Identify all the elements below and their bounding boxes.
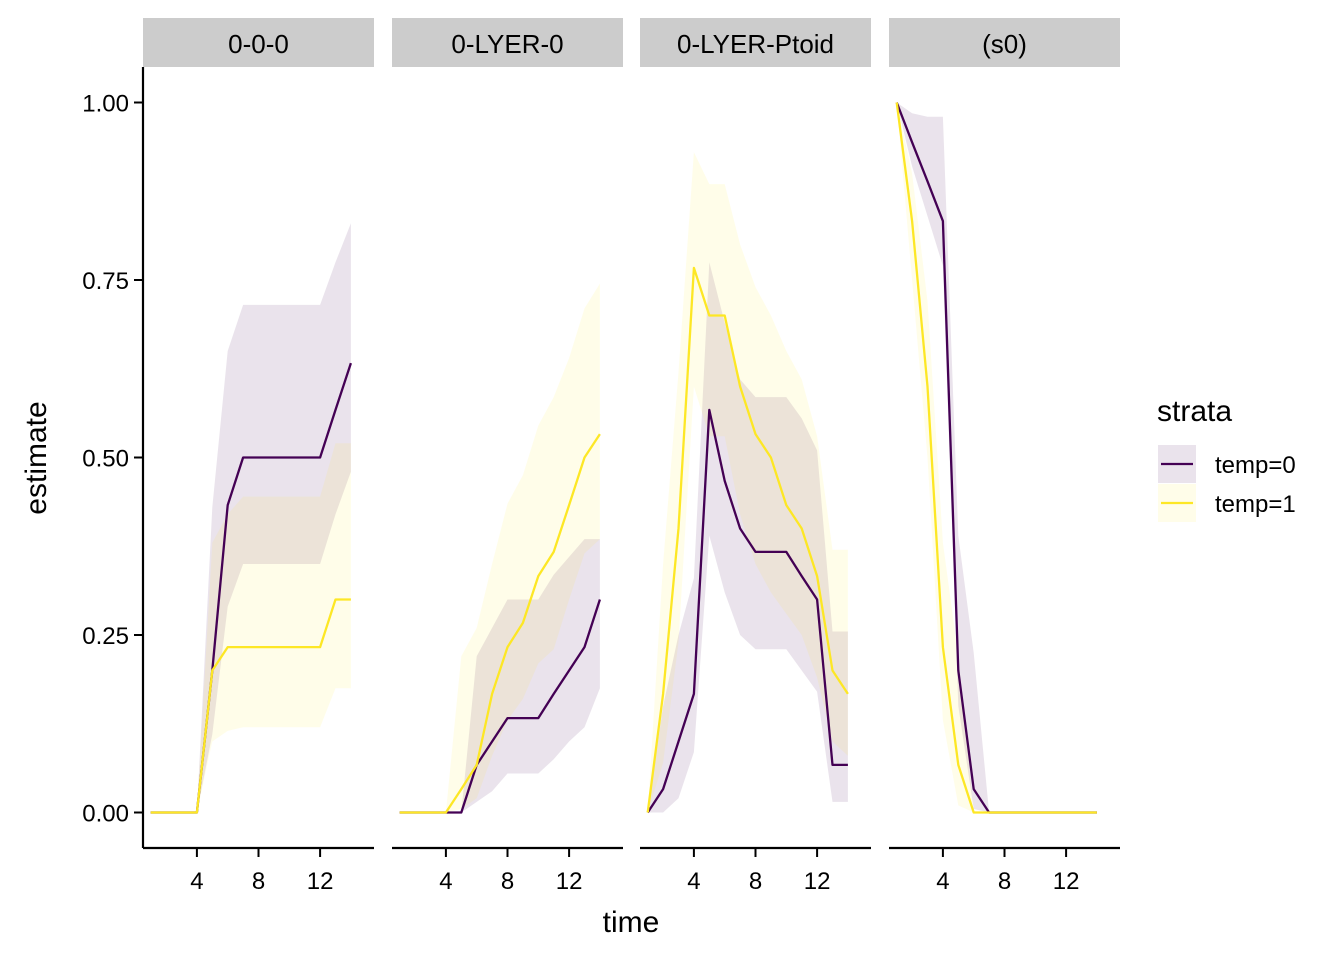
confidence-ribbon: [896, 102, 1097, 813]
x-tick-label: 4: [190, 868, 203, 895]
y-axis: 0.00 0.25 0.50 0.75 1.00: [82, 67, 145, 848]
x-tick-label: 4: [439, 868, 452, 895]
legend-title: strata: [1157, 395, 1232, 428]
y-axis-title: estimate: [20, 401, 53, 514]
facet-strip: [392, 18, 623, 67]
series-line: [646, 266, 849, 813]
facet-strip-label: 0-LYER-Ptoid: [677, 29, 834, 59]
facet-strip: [640, 18, 871, 67]
confidence-ribbon: [647, 262, 848, 813]
y-tick-label: 0.25: [82, 623, 129, 650]
facet-panel: 0-LYER-0 4 8 12: [392, 18, 623, 895]
x-tick-label: 12: [804, 868, 831, 895]
confidence-ribbon: [647, 152, 848, 813]
y-tick-label: 1.00: [82, 91, 129, 118]
facet-strip: [143, 18, 374, 67]
x-tick-label: 8: [749, 868, 762, 895]
confidence-ribbon: [399, 539, 600, 813]
confidence-ribbon: [150, 223, 351, 813]
x-tick-label: 8: [501, 868, 514, 895]
legend-entry-label: temp=0: [1215, 452, 1296, 479]
x-tick-label: 4: [936, 868, 949, 895]
x-tick-label: 12: [307, 868, 334, 895]
y-tick-label: 0.50: [82, 446, 129, 473]
facet-strip-label: 0-LYER-0: [451, 29, 563, 59]
y-tick-label: 0.75: [82, 268, 129, 295]
confidence-ribbon: [896, 102, 1097, 813]
confidence-ribbon: [150, 443, 351, 813]
y-tick-label: 0.00: [82, 801, 129, 828]
x-tick-label: 8: [252, 868, 265, 895]
facet-panel: 0-LYER-Ptoid 4 8 12: [640, 18, 871, 895]
legend: strata temp=0 temp=1: [1157, 395, 1296, 522]
x-tick-label: 12: [1053, 868, 1080, 895]
facet-panel: (s0) 4 8 12: [889, 18, 1120, 895]
facet-strip-label: (s0): [982, 29, 1027, 59]
facet-strip-label: 0-0-0: [228, 29, 289, 59]
x-tick-label: 4: [687, 868, 700, 895]
series-line: [150, 598, 351, 814]
x-axis-title: time: [603, 906, 660, 939]
series-line: [399, 433, 601, 814]
series-line: [895, 102, 1097, 814]
facet-panel: 0-0-0 4 8 12: [143, 18, 374, 895]
x-tick-label: 8: [998, 868, 1011, 895]
x-tick-label: 12: [556, 868, 583, 895]
facet-strip: [889, 18, 1120, 67]
confidence-ribbon: [399, 283, 600, 813]
series-line: [646, 408, 848, 814]
legend-entry-label: temp=1: [1215, 491, 1296, 518]
